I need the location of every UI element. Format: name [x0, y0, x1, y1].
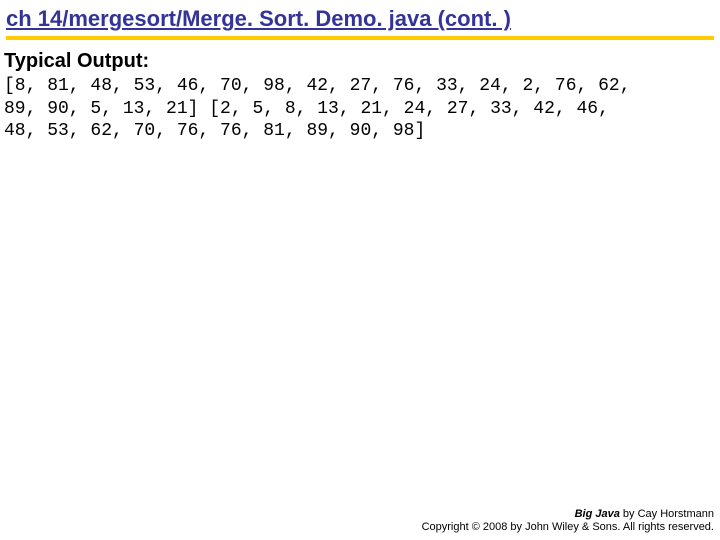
footer-line1: Big Java by Cay Horstmann [422, 508, 714, 521]
slide-header: ch 14/mergesort/Merge. Sort. Demo. java … [0, 0, 720, 42]
slide-footer: Big Java by Cay Horstmann Copyright © 20… [422, 508, 714, 534]
slide-title: ch 14/mergesort/Merge. Sort. Demo. java … [6, 6, 511, 31]
footer-author: by Cay Horstmann [620, 508, 714, 520]
footer-copyright: Copyright © 2008 by John Wiley & Sons. A… [422, 521, 714, 534]
title-rule [6, 36, 714, 40]
program-output: [8, 81, 48, 53, 46, 70, 98, 42, 27, 76, … [0, 75, 720, 143]
footer-book-title: Big Java [575, 508, 620, 520]
section-subheading: Typical Output: [0, 42, 720, 75]
